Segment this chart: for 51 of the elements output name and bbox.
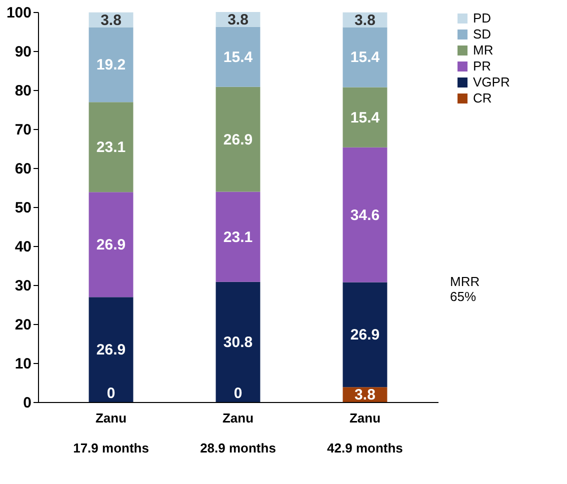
data-label: 3.8 xyxy=(354,12,376,29)
y-tick-label: 10 xyxy=(14,356,32,372)
legend-label: MR xyxy=(473,42,494,58)
bar xyxy=(216,26,260,87)
data-label: 34.6 xyxy=(350,206,380,224)
bar xyxy=(342,87,388,148)
legend-label: PR xyxy=(473,58,492,74)
y-tick-label: 50 xyxy=(14,200,32,216)
legend-label: CR xyxy=(473,90,492,106)
y-tick-label: 0 xyxy=(23,394,32,412)
legend-label: PD xyxy=(473,10,492,26)
data-label: 15.4 xyxy=(350,109,380,126)
data-label: 26.9 xyxy=(96,342,126,359)
y-tick-label: 70 xyxy=(14,122,32,138)
y-tick-label: 20 xyxy=(14,316,32,334)
bar xyxy=(342,282,388,388)
bar xyxy=(88,27,134,102)
bar xyxy=(216,86,260,192)
y-tick-label: 40 xyxy=(14,238,32,256)
data-label: 3.8 xyxy=(228,11,248,28)
data-label: 30.8 xyxy=(223,334,253,351)
y-tick-label: 100 xyxy=(6,4,32,22)
data-label: 26.9 xyxy=(350,326,380,344)
x-tick-label: Zanu 28.9 months xyxy=(200,410,276,456)
y-tick-label: 60 xyxy=(14,160,32,178)
x-tick-label: Zanu 42.9 months xyxy=(327,410,403,456)
data-label: 23.1 xyxy=(96,139,126,156)
text: MRR 65% xyxy=(450,274,480,304)
data-label: 23.1 xyxy=(223,228,253,246)
bar xyxy=(342,27,388,88)
y-tick-label: 90 xyxy=(14,44,32,60)
data-label: 15.4 xyxy=(350,49,380,66)
data-label: 19.2 xyxy=(96,56,126,74)
bar xyxy=(216,282,260,402)
legend-label: VGPR xyxy=(473,74,510,90)
data-label: 3.8 xyxy=(354,386,376,404)
bar xyxy=(88,192,134,298)
annotation: 0 xyxy=(106,385,116,402)
data-label: 3.8 xyxy=(100,12,122,29)
bar xyxy=(88,297,134,402)
x-tick-label: Zanu 17.9 months xyxy=(73,410,149,456)
data-label: 26.9 xyxy=(96,236,126,254)
y-tick-label: 80 xyxy=(14,82,32,100)
data-label: 26.9 xyxy=(223,131,253,148)
annotation: 0 xyxy=(234,385,242,402)
bar xyxy=(88,102,134,192)
legend-label: SD xyxy=(473,26,492,42)
y-tick-label: 30 xyxy=(14,278,32,294)
data-label: 15.4 xyxy=(223,48,254,66)
bar xyxy=(342,147,388,282)
bar xyxy=(216,192,260,282)
